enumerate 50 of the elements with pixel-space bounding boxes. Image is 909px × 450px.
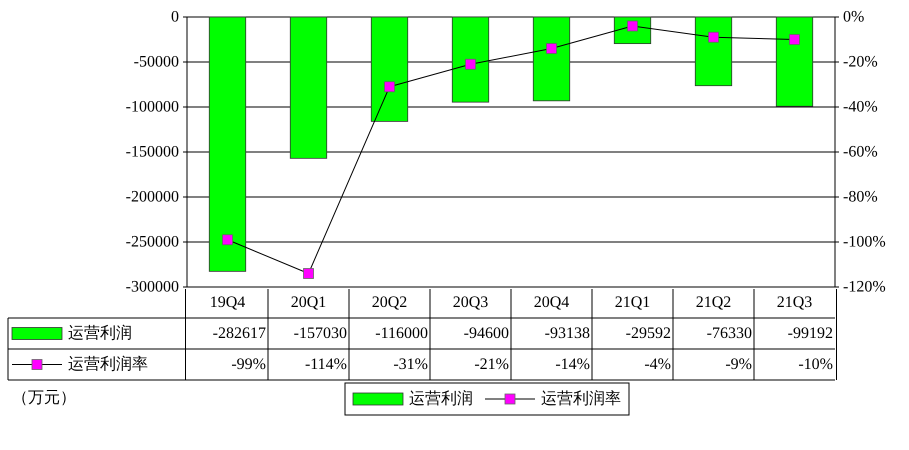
y2-tick-label: -80% (843, 188, 878, 206)
text: （万元） (12, 390, 76, 406)
point (384, 81, 395, 92)
x-tick-label: 21Q1 (614, 294, 650, 311)
text: 运营利润率 (541, 390, 621, 408)
data-label: -157030 (294, 325, 347, 342)
data-label: -114% (304, 356, 347, 373)
data-label: -94600 (464, 325, 509, 342)
data-label: -10% (798, 356, 833, 373)
point (303, 268, 314, 279)
point (465, 58, 476, 70)
legend-label: 运营利润 (68, 324, 132, 342)
legend-label: 运营利润率 (68, 355, 148, 373)
text: 运营利润 (409, 390, 473, 408)
x-tick-label: 20Q4 (534, 294, 570, 311)
point (708, 32, 719, 43)
x-tick-label: 20Q3 (452, 294, 488, 311)
point (546, 43, 557, 54)
y2-tick-label: -60% (843, 144, 878, 160)
y2-tick-label: -40% (843, 98, 878, 116)
y-tick-label: -150000 (126, 144, 179, 160)
y2-tick-label: -100% (843, 234, 886, 250)
data-label: -99192 (788, 325, 833, 342)
data-label: -76330 (706, 325, 752, 342)
data-label: -14% (555, 356, 590, 373)
data-label: -21% (474, 356, 509, 373)
data-label: -282617 (212, 325, 266, 342)
data-label: -4% (644, 356, 671, 373)
data-label: -31% (393, 356, 428, 373)
y-tick-label: 0 (171, 8, 179, 26)
data-label: -93138 (544, 325, 590, 342)
y2-tick-label: -20% (843, 54, 878, 70)
data-label: -99% (231, 356, 266, 373)
point (222, 234, 233, 246)
x-tick-label: 21Q3 (776, 294, 812, 311)
x-tick-label: 21Q2 (696, 294, 732, 311)
y-tick-label: -200000 (126, 188, 179, 206)
data-label: -29592 (626, 325, 671, 342)
point (789, 34, 800, 45)
x-tick-label: 19Q4 (210, 294, 246, 311)
y-tick-label: -100000 (126, 98, 179, 116)
data-label: -116000 (375, 325, 428, 342)
data-label: -9% (725, 356, 752, 373)
y-tick-label: -50000 (134, 54, 179, 70)
y2-tick-label: 0% (843, 8, 864, 26)
x-tick-label: 20Q1 (290, 294, 326, 311)
y-tick-label: -250000 (126, 234, 179, 250)
y2-tick-label: -120% (843, 278, 886, 296)
x-tick-label: 20Q2 (372, 294, 408, 311)
y-tick-label: -300000 (126, 278, 179, 296)
